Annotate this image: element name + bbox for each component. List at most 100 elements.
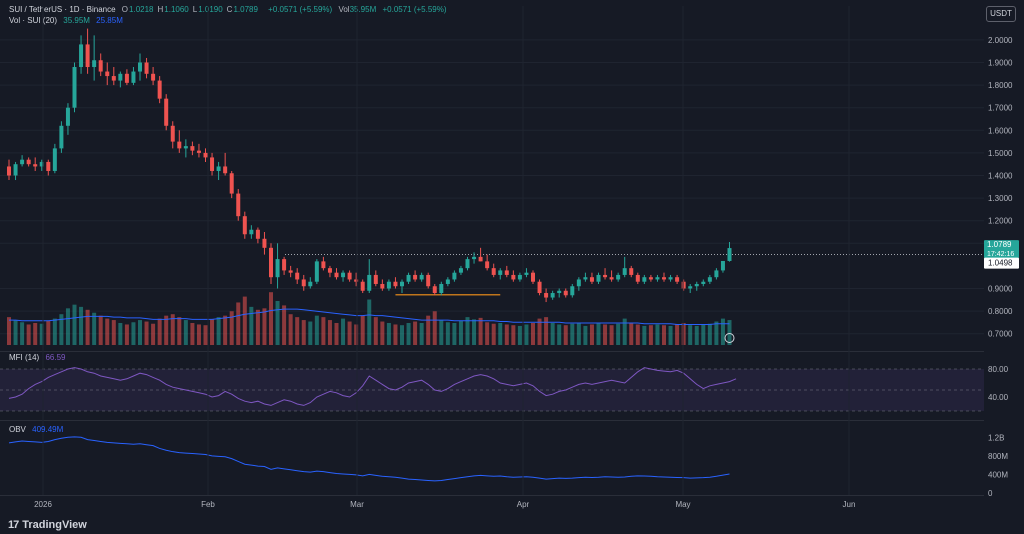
brand-logo[interactable]: 17 TradingView — [8, 518, 87, 532]
candle-body[interactable] — [629, 268, 634, 275]
candle-body[interactable] — [327, 268, 332, 273]
candle-body[interactable] — [111, 76, 116, 81]
candle-body[interactable] — [7, 166, 11, 176]
candle-body[interactable] — [720, 260, 725, 271]
candle-body[interactable] — [236, 193, 241, 217]
candle-body[interactable] — [354, 279, 359, 282]
candle-body[interactable] — [249, 229, 254, 235]
candle-body[interactable] — [472, 256, 477, 260]
replay-icon[interactable] — [724, 333, 735, 343]
candle-body[interactable] — [282, 259, 287, 271]
candle-body[interactable] — [183, 146, 188, 149]
candle-body[interactable] — [216, 166, 221, 171]
candle-body[interactable] — [550, 293, 555, 298]
volume-ma-label[interactable]: Vol · SUI (20) — [9, 16, 58, 25]
candle-body[interactable] — [72, 67, 77, 108]
candle-body[interactable] — [504, 270, 509, 275]
candle-body[interactable] — [681, 281, 686, 289]
candle-body[interactable] — [642, 277, 647, 282]
candle-body[interactable] — [308, 281, 313, 287]
candle-body[interactable] — [314, 261, 319, 282]
candle-body[interactable] — [295, 272, 300, 280]
candle-body[interactable] — [386, 281, 391, 289]
candle-body[interactable] — [288, 270, 293, 273]
candle-body[interactable] — [46, 161, 51, 171]
candle-body[interactable] — [701, 281, 706, 284]
candle-body[interactable] — [531, 272, 535, 282]
candle-body[interactable] — [511, 274, 516, 280]
candle-body[interactable] — [393, 281, 398, 287]
candle-body[interactable] — [655, 277, 660, 280]
candle-body[interactable] — [367, 274, 372, 291]
candle-body[interactable] — [275, 259, 280, 278]
candle-body[interactable] — [79, 44, 84, 68]
currency-button[interactable]: USDT — [986, 6, 1016, 22]
candle-body[interactable] — [563, 290, 568, 296]
candle-body[interactable] — [341, 272, 346, 278]
candle-body[interactable] — [242, 216, 247, 235]
candle-body[interactable] — [662, 277, 666, 280]
candle-body[interactable] — [269, 247, 273, 278]
candle-body[interactable] — [138, 62, 142, 72]
candle-body[interactable] — [92, 60, 97, 68]
candle-body[interactable] — [164, 98, 169, 126]
candle-body[interactable] — [668, 277, 673, 280]
candle-body[interactable] — [380, 283, 385, 289]
candle-body[interactable] — [98, 60, 103, 72]
candle-body[interactable] — [589, 277, 594, 282]
candle-body[interactable] — [210, 157, 215, 171]
candle-body[interactable] — [445, 279, 450, 284]
candle-body[interactable] — [452, 272, 457, 280]
candle-body[interactable] — [118, 73, 123, 81]
candle-body[interactable] — [85, 44, 90, 68]
candle-body[interactable] — [707, 277, 712, 282]
candle-body[interactable] — [223, 166, 228, 174]
candle-body[interactable] — [413, 274, 418, 280]
candle-body[interactable] — [609, 277, 614, 280]
candle-body[interactable] — [360, 281, 365, 291]
candle-body[interactable] — [321, 261, 326, 269]
candle-body[interactable] — [465, 259, 470, 269]
candle-body[interactable] — [432, 286, 437, 294]
candle-body[interactable] — [157, 80, 162, 99]
candle-body[interactable] — [485, 261, 490, 269]
candle-body[interactable] — [373, 274, 378, 284]
candle-body[interactable] — [39, 161, 44, 167]
candle-body[interactable] — [714, 270, 719, 278]
candle-body[interactable] — [124, 73, 129, 83]
candle-body[interactable] — [105, 71, 110, 77]
candle-body[interactable] — [419, 274, 424, 280]
candle-body[interactable] — [458, 268, 463, 273]
candle-body[interactable] — [347, 272, 352, 280]
candle-body[interactable] — [603, 274, 608, 278]
candle-body[interactable] — [255, 229, 260, 239]
candle-body[interactable] — [426, 274, 431, 287]
candle-body[interactable] — [229, 173, 234, 194]
obv-label[interactable]: OBV — [9, 425, 26, 434]
candle-body[interactable] — [544, 293, 549, 298]
candle-body[interactable] — [13, 164, 18, 176]
candle-body[interactable] — [131, 71, 136, 83]
candle-body[interactable] — [478, 256, 483, 262]
candle-body[interactable] — [144, 62, 149, 74]
candle-body[interactable] — [688, 286, 693, 289]
candle-body[interactable] — [557, 290, 562, 294]
candle-body[interactable] — [491, 268, 496, 275]
candle-body[interactable] — [59, 125, 64, 149]
candle-body[interactable] — [400, 281, 404, 287]
candle-body[interactable] — [203, 152, 208, 158]
candle-body[interactable] — [622, 268, 627, 275]
candle-body[interactable] — [727, 248, 732, 261]
candle-body[interactable] — [196, 150, 201, 153]
candle-body[interactable] — [52, 148, 57, 171]
candle-body[interactable] — [406, 274, 411, 282]
candle-body[interactable] — [170, 125, 175, 142]
candle-body[interactable] — [439, 283, 444, 294]
candle-body[interactable] — [498, 270, 503, 275]
symbol-title[interactable]: SUI / TetherUS · 1D · Binance — [9, 5, 116, 14]
candle-body[interactable] — [583, 277, 588, 280]
candle-body[interactable] — [262, 238, 267, 248]
candle-body[interactable] — [177, 141, 182, 149]
candle-body[interactable] — [537, 281, 542, 294]
